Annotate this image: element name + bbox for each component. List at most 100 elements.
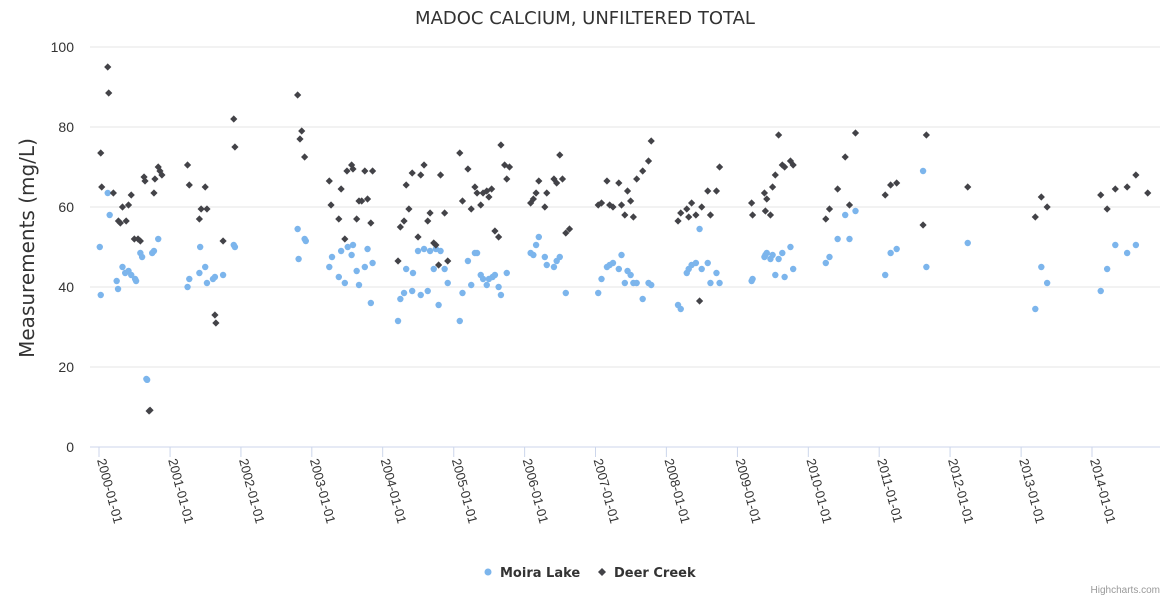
data-point[interactable] (344, 243, 351, 251)
data-point[interactable] (479, 275, 487, 283)
data-point[interactable] (527, 199, 535, 207)
data-point[interactable] (505, 163, 514, 171)
data-point[interactable] (495, 283, 502, 291)
data-point[interactable] (786, 157, 795, 165)
data-point[interactable] (109, 189, 117, 197)
data-point[interactable] (1038, 263, 1045, 271)
data-point[interactable] (1097, 191, 1105, 199)
data-point[interactable] (113, 277, 120, 285)
data-point[interactable] (122, 217, 130, 225)
data-point[interactable] (432, 241, 440, 249)
data-point[interactable] (964, 239, 971, 247)
data-point[interactable] (203, 205, 211, 213)
data-point[interactable] (363, 195, 372, 203)
data-point[interactable] (1103, 265, 1111, 273)
data-point[interactable] (1111, 185, 1119, 193)
data-point[interactable] (124, 201, 133, 209)
data-point[interactable] (150, 189, 158, 197)
data-point[interactable] (196, 269, 203, 277)
data-point[interactable] (887, 181, 895, 189)
data-point[interactable] (834, 235, 841, 243)
data-point[interactable] (789, 161, 797, 169)
data-point[interactable] (541, 253, 549, 261)
data-point[interactable] (424, 217, 432, 225)
data-point[interactable] (698, 265, 705, 273)
data-point[interactable] (184, 283, 191, 291)
data-point[interactable] (503, 175, 511, 183)
data-point[interactable] (361, 167, 369, 175)
data-point[interactable] (629, 213, 637, 221)
data-point[interactable] (96, 243, 103, 251)
data-point[interactable] (459, 289, 466, 297)
data-point[interactable] (424, 287, 431, 295)
data-point[interactable] (341, 279, 349, 287)
data-point[interactable] (295, 255, 302, 263)
data-point[interactable] (203, 279, 211, 287)
data-point[interactable] (532, 189, 540, 197)
data-point[interactable] (562, 289, 569, 297)
data-point[interactable] (639, 167, 647, 175)
data-point[interactable] (456, 317, 463, 325)
data-point[interactable] (420, 161, 428, 169)
data-point[interactable] (409, 269, 417, 277)
data-point[interactable] (417, 171, 425, 179)
data-point[interactable] (748, 211, 757, 219)
data-point[interactable] (644, 157, 653, 165)
legend-item-moira-lake[interactable]: Moira Lake (484, 566, 581, 581)
data-point[interactable] (294, 225, 301, 233)
data-point[interactable] (105, 89, 113, 97)
data-point[interactable] (501, 161, 509, 169)
data-point[interactable] (491, 227, 499, 235)
data-point[interactable] (155, 235, 162, 243)
data-point[interactable] (893, 179, 901, 187)
data-point[interactable] (343, 167, 351, 175)
data-point[interactable] (211, 273, 219, 281)
data-point[interactable] (964, 183, 972, 191)
data-point[interactable] (558, 175, 567, 183)
data-point[interactable] (335, 215, 343, 223)
data-point[interactable] (185, 181, 193, 189)
data-point[interactable] (706, 211, 715, 219)
data-point[interactable] (327, 201, 335, 209)
credits-link[interactable]: Highcharts.com (1091, 585, 1160, 596)
data-point[interactable] (349, 165, 357, 173)
data-point[interactable] (609, 259, 617, 267)
data-point[interactable] (648, 281, 655, 289)
data-point[interactable] (231, 143, 239, 151)
data-point[interactable] (97, 291, 104, 299)
data-point[interactable] (1144, 189, 1152, 197)
data-point[interactable] (1043, 203, 1051, 211)
data-point[interactable] (1112, 241, 1119, 249)
data-point[interactable] (846, 235, 853, 243)
data-point[interactable] (1097, 287, 1104, 295)
data-point[interactable] (712, 187, 721, 195)
data-point[interactable] (219, 271, 227, 279)
data-point[interactable] (623, 187, 632, 195)
data-point[interactable] (1103, 205, 1111, 213)
data-point[interactable] (348, 251, 355, 259)
data-point[interactable] (368, 167, 377, 175)
data-point[interactable] (627, 197, 635, 205)
data-point[interactable] (444, 279, 451, 287)
data-point[interactable] (922, 131, 930, 139)
data-point[interactable] (535, 177, 543, 185)
data-point[interactable] (887, 249, 894, 257)
data-point[interactable] (766, 211, 775, 219)
data-point[interactable] (749, 275, 756, 283)
data-point[interactable] (845, 201, 854, 209)
data-point[interactable] (825, 205, 834, 213)
data-point[interactable] (409, 287, 416, 295)
data-point[interactable] (491, 271, 499, 279)
data-point[interactable] (301, 153, 309, 161)
data-point[interactable] (893, 245, 900, 253)
data-point[interactable] (748, 199, 756, 207)
data-point[interactable] (158, 171, 166, 179)
data-point[interactable] (603, 177, 611, 185)
data-point[interactable] (441, 209, 449, 217)
data-point[interactable] (851, 129, 860, 137)
data-point[interactable] (597, 199, 606, 207)
data-point[interactable] (464, 257, 472, 265)
data-point[interactable] (713, 269, 720, 277)
data-point[interactable] (456, 149, 464, 157)
data-point[interactable] (130, 235, 138, 243)
